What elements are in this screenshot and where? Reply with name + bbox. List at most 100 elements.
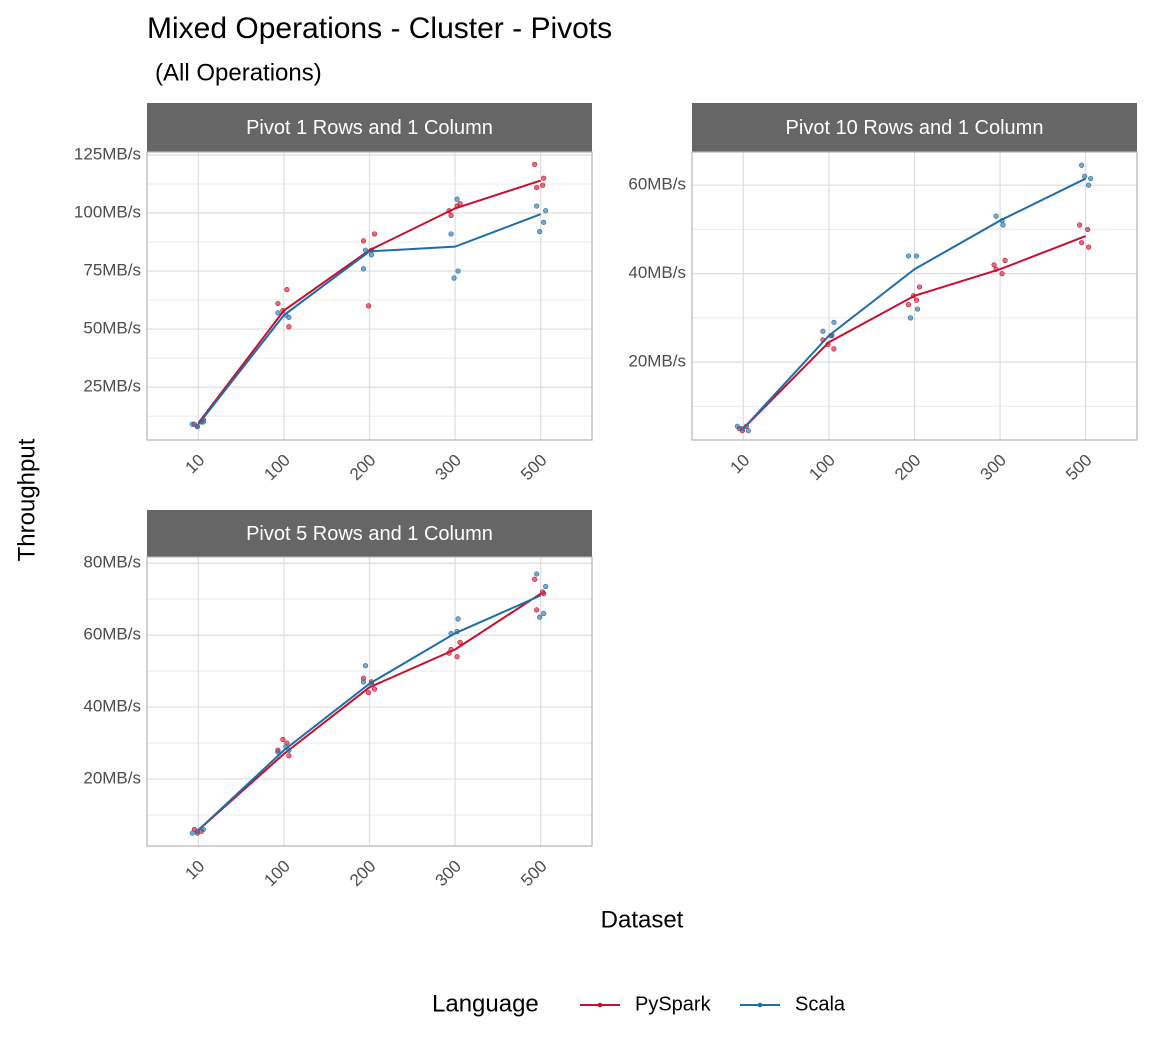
- data-point: [448, 231, 454, 237]
- x-tick-label: 200: [346, 857, 379, 890]
- data-point: [1077, 222, 1083, 228]
- y-tick-label: 50MB/s: [83, 319, 141, 338]
- x-tick-label: 300: [432, 857, 465, 890]
- x-tick-label: 10: [182, 857, 209, 884]
- y-tick-label: 20MB/s: [628, 352, 686, 371]
- data-point: [534, 203, 540, 209]
- data-point: [362, 663, 369, 669]
- data-point: [286, 753, 292, 759]
- chart-title: Mixed Operations - Cluster - Pivots: [147, 12, 612, 45]
- x-tick-label: 500: [517, 857, 550, 890]
- x-tick-label: 200: [891, 451, 924, 484]
- panel-border: [691, 151, 1138, 441]
- strip: [147, 510, 592, 557]
- x-tick-label: 100: [260, 857, 293, 890]
- data-point: [194, 423, 200, 430]
- data-point: [907, 315, 914, 321]
- data-point: [189, 421, 195, 427]
- data-point: [200, 826, 206, 833]
- chart-subtitle: (All Operations): [155, 59, 322, 86]
- data-point: [540, 182, 546, 188]
- data-point: [1086, 244, 1092, 250]
- x-tick-label: 10: [182, 451, 209, 478]
- data-point: [1085, 226, 1091, 233]
- data-point: [820, 328, 826, 334]
- series-line: [197, 179, 541, 424]
- data-point: [454, 654, 460, 660]
- data-point: [455, 616, 461, 622]
- series-line: [742, 177, 1087, 430]
- data-point: [1079, 162, 1085, 168]
- strip-text: Pivot 1 Rows and 1 Column: [246, 117, 493, 139]
- data-point: [286, 747, 292, 753]
- data-point: [532, 161, 538, 167]
- data-point: [541, 610, 547, 617]
- x-tick-label: 300: [432, 451, 465, 484]
- data-point: [534, 184, 540, 191]
- series-line: [197, 592, 542, 831]
- data-point: [913, 297, 920, 303]
- series-line: [197, 594, 542, 831]
- y-tick-label: 80MB/s: [83, 553, 141, 572]
- series-line: [197, 213, 542, 425]
- legend-marker: [597, 1002, 603, 1008]
- y-tick-label: 125MB/s: [74, 145, 141, 164]
- data-point: [532, 576, 538, 582]
- y-tick-label: 25MB/s: [83, 377, 141, 396]
- y-axis-title: Throughput: [13, 438, 40, 561]
- data-point: [831, 346, 837, 352]
- data-point: [905, 253, 912, 259]
- data-point: [1000, 222, 1006, 228]
- data-point: [999, 271, 1005, 277]
- x-tick-label: 100: [805, 451, 838, 484]
- strip-text: Pivot 5 Rows and 1 Column: [246, 523, 493, 545]
- x-tick-label: 100: [260, 451, 293, 484]
- strip-text: Pivot 10 Rows and 1 Column: [786, 117, 1044, 139]
- data-point: [280, 736, 286, 743]
- legend-title: Language: [432, 990, 539, 1017]
- y-tick-label: 75MB/s: [83, 261, 141, 280]
- y-tick-label: 60MB/s: [83, 625, 141, 644]
- data-point: [284, 287, 290, 293]
- y-tick-label: 40MB/s: [83, 697, 141, 716]
- data-point: [365, 303, 372, 309]
- data-point: [543, 583, 549, 590]
- x-tick-label: 10: [727, 451, 754, 478]
- data-point: [534, 571, 540, 577]
- data-point: [275, 310, 281, 316]
- data-point: [286, 324, 292, 330]
- data-point: [537, 229, 543, 235]
- panel-border: [146, 556, 593, 847]
- y-tick-label: 100MB/s: [74, 203, 141, 222]
- data-point: [275, 749, 281, 755]
- y-tick-label: 40MB/s: [628, 263, 686, 282]
- x-tick-label: 500: [517, 451, 550, 484]
- data-point: [905, 302, 912, 308]
- series-line: [742, 235, 1087, 430]
- data-point: [362, 247, 369, 253]
- data-point: [371, 231, 378, 237]
- data-point: [1086, 182, 1092, 188]
- data-point: [543, 208, 549, 214]
- data-point: [360, 238, 367, 244]
- data-point: [916, 284, 923, 290]
- data-point: [360, 679, 367, 685]
- data-point: [745, 428, 751, 434]
- data-point: [457, 639, 463, 645]
- data-point: [541, 175, 547, 181]
- legend-label: PySpark: [635, 993, 712, 1015]
- data-point: [1088, 175, 1094, 182]
- y-tick-label: 20MB/s: [83, 769, 141, 788]
- data-point: [448, 212, 454, 218]
- data-point: [1002, 257, 1008, 263]
- x-axis-title: Dataset: [601, 906, 684, 933]
- data-point: [368, 252, 375, 258]
- data-point: [275, 300, 281, 307]
- data-point: [993, 213, 999, 219]
- legend-marker: [757, 1002, 763, 1008]
- data-point: [360, 266, 367, 272]
- data-point: [451, 275, 457, 281]
- data-point: [537, 614, 543, 620]
- data-point: [189, 830, 195, 836]
- data-point: [831, 319, 837, 325]
